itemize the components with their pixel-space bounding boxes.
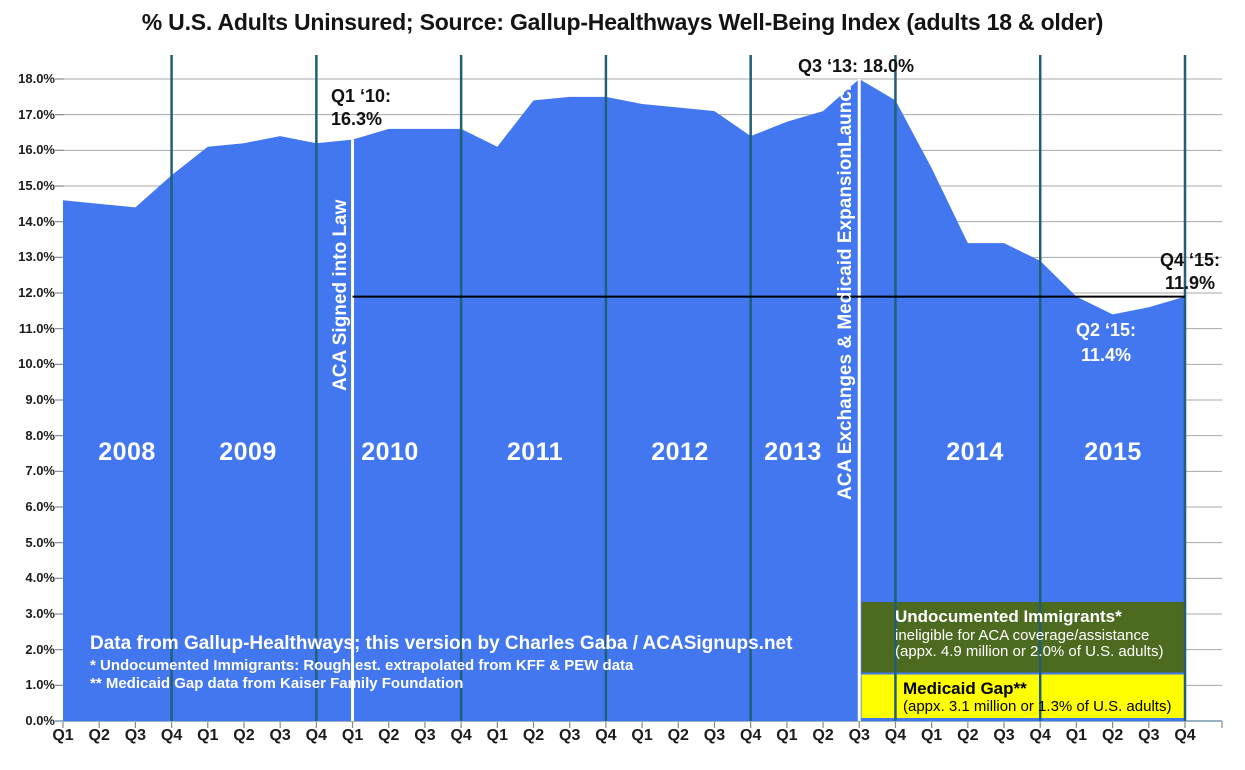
y-axis-label: 1.0%: [25, 677, 55, 693]
annotation-q1-2010-line1: Q1 ‘10:: [331, 86, 392, 106]
event-label-aca-exchanges-medicaid-expansion: ACA Exchanges & Medicaid ExpansionLaunch: [835, 79, 856, 500]
x-axis-label: Q1: [920, 727, 943, 744]
source-note-line3: ** Medicaid Gap data from Kaiser Family …: [90, 675, 464, 692]
y-axis-label: 6.0%: [25, 499, 55, 514]
x-axis-label: Q4: [1174, 727, 1196, 744]
x-axis-label: Q3: [993, 727, 1015, 744]
x-axis-label: Q4: [450, 727, 472, 744]
x-axis-label: Q2: [378, 727, 400, 744]
x-axis-label: Q2: [522, 727, 545, 744]
source-note: Data from Gallup-Healthways; this versio…: [90, 632, 792, 693]
x-axis-label: Q2: [812, 727, 834, 744]
x-axis-label: Q3: [414, 727, 436, 744]
x-axis-label: Q2: [233, 727, 255, 744]
undocumented-immigrants-box: [861, 602, 1185, 673]
year-label: 2008: [98, 438, 156, 466]
y-axis-label: 7.0%: [25, 463, 55, 479]
x-axis-label: Q4: [595, 727, 617, 744]
x-axis-label: Q3: [124, 727, 147, 744]
annotation-q2-2015-line2: 11.4%: [1080, 345, 1132, 365]
callout-undocumented-title: Undocumented Immigrants*: [895, 607, 1122, 626]
source-note-line2: * Undocumented Immigrants: Rough est. ex…: [90, 657, 634, 674]
x-axis-label: Q2: [1101, 727, 1124, 744]
y-axis-label: 0.0%: [25, 713, 55, 728]
y-axis-label: 4.0%: [25, 570, 55, 586]
year-label: 2012: [651, 438, 709, 466]
medicaid-gap-box: [861, 674, 1185, 718]
x-axis-label: Q2: [88, 727, 110, 744]
x-axis-label: Q4: [305, 727, 328, 744]
annotation-q3-2013: Q3 ‘13: 18.0%: [797, 56, 915, 76]
x-axis-label: Q4: [740, 727, 762, 744]
y-axis-label: 13.0%: [18, 249, 55, 265]
x-axis-label: Q1: [776, 727, 798, 744]
y-axis-label: 12.0%: [18, 285, 55, 300]
event-label-aca-signed-into-law: ACA Signed into Law: [330, 199, 351, 391]
x-axis-label: Q4: [1029, 727, 1051, 744]
year-label: 2015: [1084, 438, 1142, 466]
y-axis-label: 15.0%: [18, 178, 55, 193]
x-axis-label: Q2: [667, 727, 689, 744]
callout-medicaid-gap-title: Medicaid Gap**: [903, 679, 1027, 698]
source-note-line1: Data from Gallup-Healthways; this versio…: [90, 633, 793, 654]
year-label: 2014: [946, 438, 1004, 466]
x-axis-label: Q1: [52, 727, 74, 744]
year-label: 2011: [506, 438, 564, 466]
chart-title: % U.S. Adults Uninsured; Source: Gallup-…: [141, 9, 1104, 35]
annotation-q4-2015-line2: 11.9%: [1164, 273, 1216, 293]
x-axis-label: Q1: [631, 727, 653, 744]
y-axis-label: 8.0%: [25, 427, 55, 443]
x-axis-label: Q2: [957, 727, 979, 744]
y-axis-label: 17.0%: [18, 106, 55, 122]
y-axis-label: 11.0%: [18, 320, 55, 336]
x-axis-label: Q3: [1138, 727, 1160, 744]
x-axis-label: Q3: [703, 727, 726, 744]
y-axis-label: 18.0%: [18, 71, 55, 86]
x-axis-label: Q1: [197, 727, 219, 744]
x-axis-label: Q1: [341, 727, 364, 744]
annotation-q1-2010-line2: 16.3%: [331, 109, 383, 129]
x-axis-label: Q1: [1065, 727, 1088, 744]
annotation-q4-2015-line1: Q4 ‘15:: [1159, 250, 1221, 270]
callout-undocumented-line2: ineligible for ACA coverage/assistance: [895, 627, 1150, 644]
callout-medicaid-gap: Medicaid Gap** (appx. 3.1 million or 1.3…: [903, 679, 1171, 715]
callout-undocumented-immigrants: Undocumented Immigrants* ineligible for …: [895, 606, 1163, 660]
x-axis-label: Q3: [269, 727, 291, 744]
x-axis-label: Q3: [559, 727, 581, 744]
x-axis-label: Q4: [160, 727, 183, 744]
callout-undocumented-line3: (appx. 4.9 million or 2.0% of U.S. adult…: [895, 643, 1164, 660]
annotation-q4-2015: Q4 ‘15: 11.9%: [1130, 249, 1245, 295]
annotation-q2-2015: Q2 ‘15: 11.4%: [1046, 318, 1166, 368]
year-label: 2009: [219, 438, 277, 466]
callout-medicaid-gap-line2: (appx. 3.1 million or 1.3% of U.S. adult…: [903, 698, 1172, 715]
x-axis-label: Q3: [848, 727, 870, 744]
y-axis-label: 2.0%: [25, 641, 55, 657]
year-label: 2010: [361, 438, 419, 466]
annotation-q2-2015-line1: Q2 ‘15:: [1075, 320, 1137, 340]
x-axis-label: Q4: [884, 727, 907, 744]
y-axis-label: 5.0%: [25, 534, 55, 550]
year-label: 2013: [764, 438, 822, 466]
y-axis-label: 16.0%: [18, 142, 55, 158]
y-axis-label: 10.0%: [18, 356, 55, 372]
y-axis-label: 9.0%: [25, 392, 55, 407]
annotation-q1-2010: Q1 ‘10: 16.3%: [331, 85, 391, 131]
y-axis-label: 3.0%: [25, 606, 55, 621]
x-axis-label: Q1: [486, 727, 508, 744]
y-axis-label: 14.0%: [18, 213, 55, 229]
uninsured-area-series: [63, 79, 1185, 721]
